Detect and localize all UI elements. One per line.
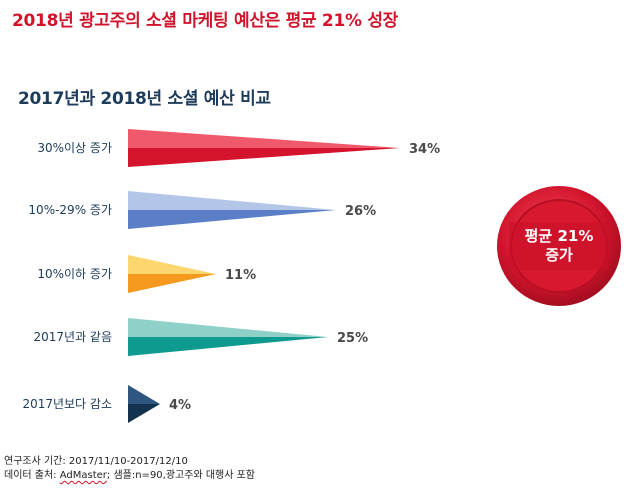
category-label-2: 10%-29% 증가 xyxy=(28,203,112,217)
chart-title: 2017년과 2018년 소셜 예산 비교 xyxy=(18,89,271,109)
badge-line-2: 증가 xyxy=(545,246,573,264)
bar-lower-1 xyxy=(128,148,400,167)
value-label-3: 11% xyxy=(225,268,256,283)
badge-text: 평균 21% 증가 xyxy=(495,184,623,308)
value-label-1: 34% xyxy=(409,142,440,157)
bar-upper-5 xyxy=(128,385,160,404)
source-prefix: 데이터 출처: xyxy=(4,470,60,481)
data-source: 데이터 출처: AdMaster; 샘플:n=90,광고주와 대행사 포함 xyxy=(4,469,255,483)
bar-upper-1 xyxy=(128,129,400,148)
category-label-1: 30%이상 증가 xyxy=(37,141,112,155)
value-label-4: 25% xyxy=(337,331,368,346)
headline: 2018년 광고주의 소셜 마케팅 예산은 평균 21% 성장 xyxy=(12,11,399,31)
category-label-3: 10%이하 증가 xyxy=(37,267,112,281)
bar-upper-2 xyxy=(128,191,336,210)
research-period: 연구조사 기간: 2017/11/10-2017/12/10 xyxy=(4,456,188,467)
bar-upper-3 xyxy=(128,255,216,274)
value-label-2: 26% xyxy=(345,204,376,219)
bar-upper-4 xyxy=(128,318,328,337)
badge-line-1: 평균 21% xyxy=(524,227,594,245)
category-label-5: 2017년보다 감소 xyxy=(22,397,112,411)
bar-chart: 30%이상 증가 34% 10%-29% 증가 26% 10%이하 증가 11% 2017년… xyxy=(22,129,440,423)
bar-lower-3 xyxy=(128,274,216,293)
bar-lower-2 xyxy=(128,210,336,229)
average-badge: 평균 21% 증가 xyxy=(495,184,623,308)
value-label-5: 4% xyxy=(169,398,191,413)
bar-lower-5 xyxy=(128,404,160,423)
bar-lower-4 xyxy=(128,337,328,356)
source-name: AdMaster xyxy=(59,470,107,481)
badge-circle xyxy=(497,186,621,306)
category-label-4: 2017년과 같음 xyxy=(33,330,112,344)
footnotes: 연구조사 기간: 2017/11/10-2017/12/10 데이터 출처: A… xyxy=(4,455,255,483)
source-suffix: ; 샘플:n=90,광고주와 대행사 포함 xyxy=(106,470,256,481)
